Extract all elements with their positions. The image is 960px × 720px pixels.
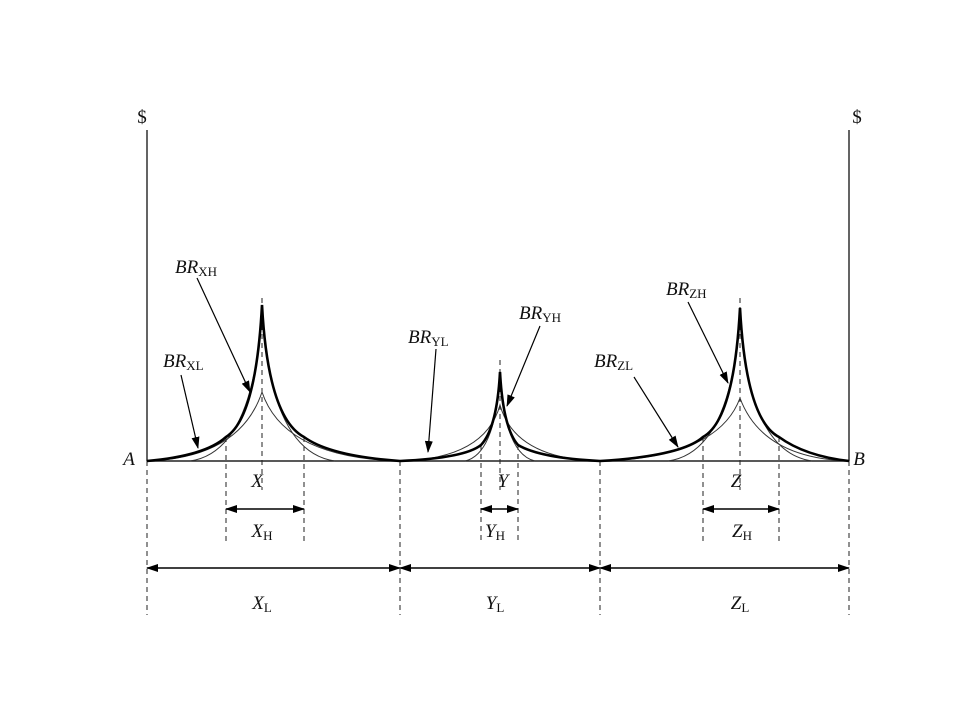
high-range-label: YH bbox=[485, 521, 505, 543]
label-sub: H bbox=[263, 528, 272, 543]
curve-label: BRZH bbox=[666, 279, 707, 301]
left-axis-label: $ bbox=[137, 107, 147, 128]
label-sub: XL bbox=[186, 358, 203, 373]
envelope-curves bbox=[146, 304, 850, 463]
pointer-arrows bbox=[180, 277, 729, 453]
end-label: B bbox=[853, 449, 865, 470]
guides bbox=[146, 298, 850, 615]
curve-label: BRYH bbox=[519, 303, 561, 325]
range-arrows bbox=[146, 505, 850, 572]
label-main: Y bbox=[485, 521, 498, 542]
label-sub: H bbox=[743, 528, 752, 543]
label-sub: L bbox=[741, 600, 749, 615]
curve-label: BRZL bbox=[594, 351, 633, 373]
label-main: BR bbox=[666, 279, 690, 300]
label-sub: YH bbox=[542, 310, 561, 325]
low-range-label: ZL bbox=[731, 593, 750, 615]
label-sub: L bbox=[496, 600, 504, 615]
label-sub: L bbox=[264, 600, 272, 615]
label-main: BR bbox=[175, 257, 199, 278]
label-main: X bbox=[251, 593, 265, 614]
low-range-label: YL bbox=[486, 593, 505, 615]
label-main: BR bbox=[594, 351, 618, 372]
label-sub: H bbox=[496, 528, 505, 543]
label-main: BR bbox=[408, 327, 432, 348]
label-main: X bbox=[251, 521, 265, 542]
curve-label: BRXH bbox=[175, 257, 217, 279]
right-axis-label: $ bbox=[852, 107, 862, 128]
market-label: X bbox=[250, 471, 264, 492]
market-label: Z bbox=[731, 471, 742, 492]
label-main: BR bbox=[163, 351, 187, 372]
label-sub: XH bbox=[198, 264, 217, 279]
curve-label: BRXL bbox=[163, 351, 204, 373]
start-label: A bbox=[121, 449, 135, 470]
market-label: Y bbox=[498, 471, 511, 492]
label-sub: ZH bbox=[689, 286, 706, 301]
label-sub: YL bbox=[431, 334, 448, 349]
high-range-label: ZH bbox=[732, 521, 752, 543]
label-main: Y bbox=[486, 593, 499, 614]
curve-label: BRYL bbox=[408, 327, 449, 349]
label-sub: ZL bbox=[617, 358, 633, 373]
label-main: Z bbox=[732, 521, 743, 542]
label-main: BR bbox=[519, 303, 543, 324]
high-range-label: XH bbox=[251, 521, 273, 543]
low-range-label: XL bbox=[251, 593, 272, 615]
label-main: Z bbox=[731, 593, 742, 614]
